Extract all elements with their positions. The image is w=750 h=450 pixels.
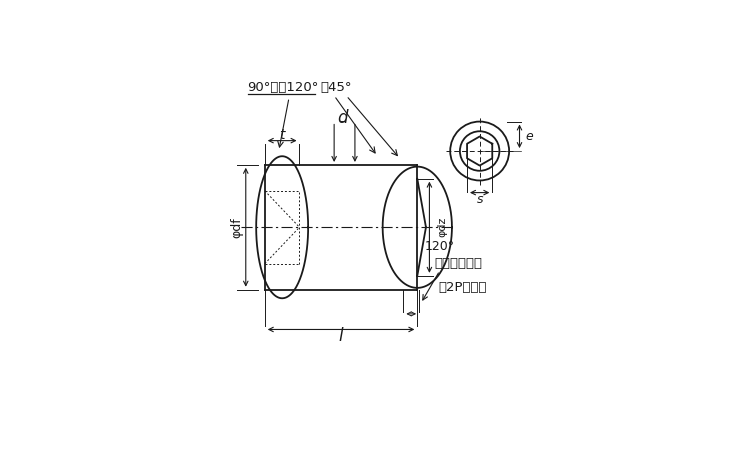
Text: 120°: 120° — [424, 240, 454, 253]
Text: φdz: φdz — [437, 217, 447, 238]
Text: φdf: φdf — [230, 217, 244, 238]
Text: t: t — [280, 128, 285, 143]
Text: l: l — [339, 328, 344, 346]
Text: 90°又は120°: 90°又は120° — [248, 81, 319, 94]
Text: d: d — [338, 109, 348, 127]
Text: （2P以下）: （2P以下） — [439, 281, 488, 294]
Text: 不完全ねじ部: 不完全ねじ部 — [434, 257, 482, 270]
Text: s: s — [476, 193, 483, 206]
Text: e: e — [526, 130, 533, 143]
Text: 絀45°: 絀45° — [320, 81, 352, 94]
